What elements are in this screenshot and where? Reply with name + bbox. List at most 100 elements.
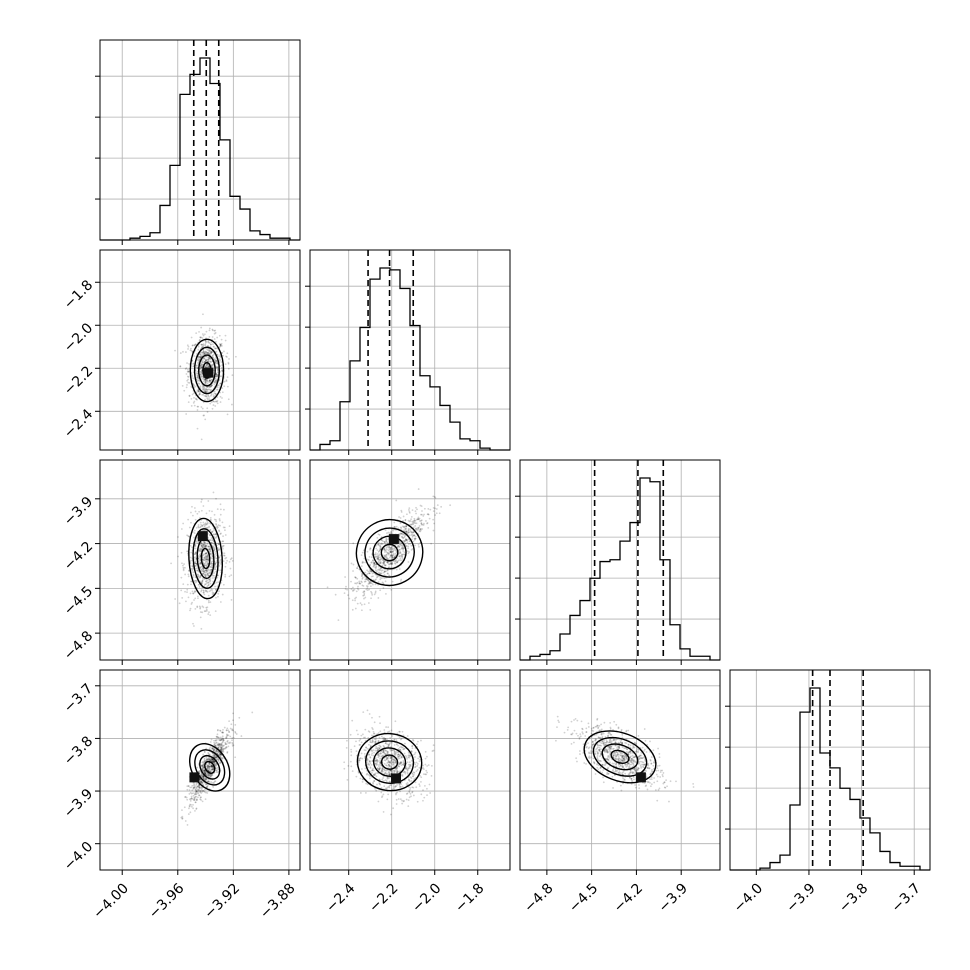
scatter-point bbox=[346, 588, 349, 591]
scatter-point bbox=[203, 545, 206, 548]
scatter-point bbox=[633, 746, 636, 749]
scatter-point bbox=[219, 375, 222, 378]
scatter-point bbox=[204, 771, 207, 773]
scatter-point bbox=[215, 523, 218, 526]
scatter-point bbox=[225, 729, 228, 732]
scatter-point bbox=[388, 566, 390, 569]
scatter-point bbox=[201, 790, 204, 793]
scatter-point bbox=[375, 762, 378, 765]
scatter-point bbox=[190, 580, 192, 583]
scatter-point bbox=[402, 771, 404, 774]
scatter-point bbox=[200, 375, 203, 378]
scatter-point bbox=[366, 587, 369, 590]
scatter-point bbox=[366, 772, 369, 775]
scatter-point bbox=[411, 534, 414, 537]
scatter-point bbox=[205, 395, 208, 398]
scatter-point bbox=[407, 751, 410, 754]
scatter-point bbox=[390, 748, 393, 751]
scatter-point bbox=[410, 759, 413, 762]
scatter-point bbox=[213, 753, 215, 756]
scatter-point bbox=[190, 347, 192, 350]
scatter-point bbox=[355, 596, 358, 599]
scatter-point bbox=[404, 772, 407, 775]
scatter-point bbox=[368, 572, 371, 575]
scatter-point bbox=[204, 783, 207, 786]
scatter-point bbox=[212, 760, 215, 763]
scatter-point bbox=[389, 550, 392, 553]
scatter-point bbox=[228, 560, 231, 563]
scatter-point bbox=[202, 776, 204, 779]
scatter-point bbox=[223, 385, 226, 388]
scatter-point bbox=[633, 741, 636, 744]
scatter-point bbox=[198, 562, 201, 565]
scatter-point bbox=[411, 744, 414, 747]
scatter-point bbox=[225, 379, 228, 382]
scatter-point bbox=[406, 792, 409, 795]
scatter-point bbox=[199, 566, 202, 569]
scatter-point bbox=[211, 577, 214, 579]
scatter-point bbox=[207, 780, 210, 783]
scatter-point bbox=[204, 545, 207, 548]
scatter-point bbox=[618, 745, 620, 748]
scatter-point bbox=[196, 359, 199, 362]
scatter-point bbox=[649, 759, 652, 762]
scatter-point bbox=[190, 385, 193, 388]
scatter-point bbox=[596, 724, 599, 727]
scatter-point bbox=[402, 529, 405, 532]
hist-step-3 bbox=[730, 687, 930, 871]
scatter-point bbox=[220, 749, 223, 752]
scatter-point bbox=[376, 761, 379, 764]
scatter-point bbox=[634, 784, 637, 786]
scatter-point bbox=[613, 739, 616, 741]
scatter-point bbox=[195, 366, 198, 369]
scatter-point bbox=[185, 373, 188, 375]
scatter-point bbox=[376, 767, 379, 770]
scatter-point bbox=[194, 791, 197, 794]
scatter-point bbox=[199, 366, 202, 369]
scatter-point bbox=[378, 768, 381, 771]
scatter-point bbox=[405, 525, 408, 528]
scatter-point bbox=[181, 817, 184, 820]
scatter-point bbox=[656, 780, 659, 783]
scatter-point bbox=[372, 730, 375, 733]
scatter-point bbox=[380, 572, 383, 575]
scatter-point bbox=[415, 512, 417, 515]
hist-frame-1 bbox=[309, 249, 511, 451]
scatter-point bbox=[217, 746, 220, 749]
scatter-point bbox=[396, 754, 399, 757]
scatter-point bbox=[396, 742, 399, 745]
scatter-point bbox=[195, 397, 197, 400]
scatter-point bbox=[216, 738, 218, 741]
scatter-point bbox=[393, 562, 396, 564]
scatter-point bbox=[207, 351, 210, 354]
scatter-point bbox=[389, 769, 391, 772]
scatter-point bbox=[215, 741, 218, 744]
scatter-point bbox=[599, 759, 601, 762]
scatter-point bbox=[204, 778, 207, 781]
scatter-point bbox=[385, 555, 388, 558]
scatter-point bbox=[396, 771, 398, 774]
scatter-point bbox=[357, 761, 360, 764]
scatter-point bbox=[188, 362, 191, 365]
scatter-point bbox=[219, 356, 222, 359]
scatter-point bbox=[426, 522, 428, 525]
scatter-point bbox=[374, 741, 376, 744]
scatter-point bbox=[208, 578, 210, 581]
scatter-point bbox=[203, 769, 206, 772]
scatter-point bbox=[650, 756, 653, 758]
scatter-point bbox=[208, 781, 211, 783]
scatter-point bbox=[198, 549, 201, 551]
scatter-point bbox=[199, 796, 202, 799]
scatter-point bbox=[381, 770, 383, 773]
scatter-point bbox=[214, 767, 217, 770]
scatter-point bbox=[194, 607, 197, 610]
scatter-point bbox=[203, 564, 206, 567]
scatter-point bbox=[197, 525, 200, 528]
scatter-point bbox=[412, 520, 415, 522]
scatter-point bbox=[359, 582, 362, 585]
scatter-point bbox=[210, 562, 213, 565]
scatter-point bbox=[362, 778, 364, 781]
scatter-point bbox=[381, 581, 384, 584]
scatter-point bbox=[199, 561, 202, 564]
scatter-point bbox=[212, 343, 214, 346]
